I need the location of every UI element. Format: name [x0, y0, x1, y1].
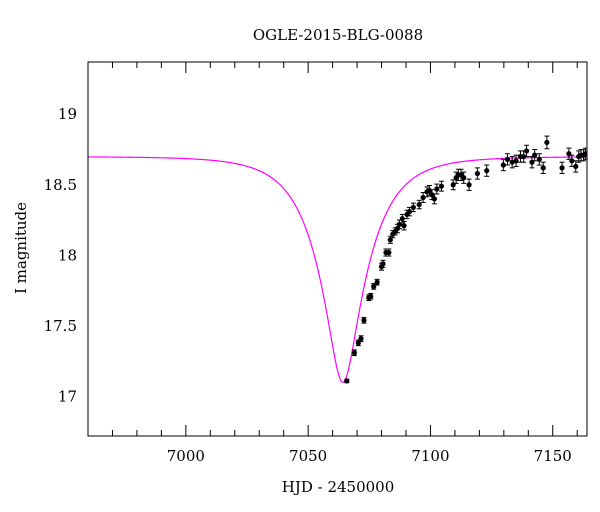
data-point — [466, 182, 472, 188]
data-point — [434, 186, 440, 192]
data-point — [429, 192, 435, 198]
y-tick-label: 18 — [58, 246, 77, 264]
data-point — [438, 183, 445, 189]
data-point — [401, 223, 407, 229]
data-point — [569, 158, 575, 164]
data-point — [504, 156, 511, 162]
data-point — [461, 175, 467, 181]
data-point — [513, 158, 519, 164]
x-axis-label: HJD - 2450000 — [282, 478, 395, 496]
y-axis-label: I magnitude — [12, 202, 30, 294]
y-tick-label: 19 — [58, 105, 77, 123]
data-point — [521, 153, 527, 160]
model-curve — [88, 156, 587, 383]
plot-frame — [87, 61, 588, 437]
data-point — [500, 162, 506, 168]
data-point — [410, 204, 416, 210]
data-point — [406, 209, 413, 215]
x-tick-label: 7100 — [411, 447, 449, 465]
data-point — [544, 139, 550, 146]
data-point — [387, 237, 393, 243]
data-point — [386, 249, 392, 256]
data-point — [344, 378, 350, 384]
data-point — [380, 261, 386, 267]
data-point — [582, 151, 587, 157]
data-point — [540, 165, 546, 171]
data-point — [509, 159, 515, 165]
chart-title: OGLE-2015-BLG-0088 — [253, 26, 423, 44]
data-point — [416, 201, 422, 208]
data-point — [351, 350, 357, 356]
data-point — [573, 163, 579, 170]
data-point — [374, 279, 380, 285]
data-point — [368, 293, 374, 299]
x-tick-label: 7050 — [289, 447, 327, 465]
y-tick-label: 17.5 — [44, 317, 77, 335]
model-curve-group — [88, 156, 587, 383]
data-points-group — [344, 135, 587, 384]
x-tick-label: 7150 — [534, 447, 572, 465]
data-point — [559, 165, 565, 171]
data-point — [474, 170, 481, 177]
axis-ticks — [87, 62, 578, 436]
data-point — [431, 196, 437, 202]
data-point — [484, 168, 490, 174]
axis-tick-labels: 7000 7050 7100 7150 17 17.5 18 18.5 19 — [44, 105, 572, 465]
data-point — [536, 156, 542, 162]
x-tick-label: 7000 — [167, 447, 205, 465]
data-point — [426, 187, 433, 194]
data-point — [399, 216, 405, 222]
data-point — [523, 148, 530, 154]
data-point — [358, 336, 364, 342]
y-tick-label: 18.5 — [44, 176, 77, 194]
data-point — [532, 152, 538, 158]
y-tick-label: 17 — [58, 387, 77, 405]
data-point — [420, 194, 426, 201]
data-point — [361, 317, 367, 323]
